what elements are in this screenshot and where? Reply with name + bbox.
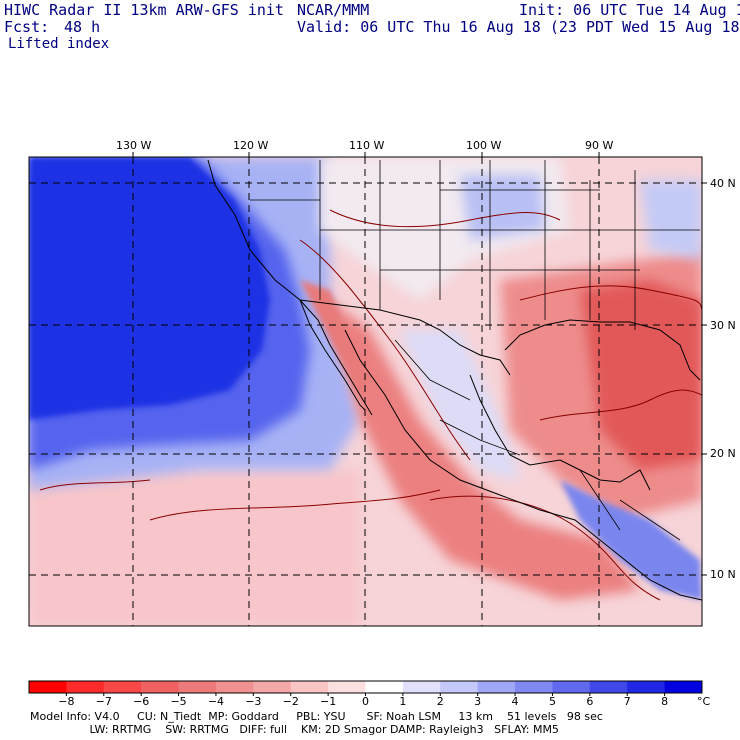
forecast-hours: 48 h <box>64 18 101 36</box>
contour-line <box>539 389 702 421</box>
lat-label-40n: 40 N <box>710 177 736 190</box>
colorbar-tick-label: 8 <box>661 695 669 708</box>
mexico-highlands-region <box>400 330 520 480</box>
colorbar-tick-label: −6 <box>133 695 150 708</box>
colorbar-cell <box>141 681 180 693</box>
colorbar-tick-label: −7 <box>95 695 112 708</box>
gulf-coastline <box>469 374 651 491</box>
east-stable-region <box>640 180 702 260</box>
colorbar-tick-label: −1 <box>320 695 337 708</box>
colorbar-cell <box>253 681 292 693</box>
lon-label-110w: 110 W <box>349 139 385 152</box>
contour-line <box>329 209 561 228</box>
colorbar-cell <box>103 681 142 693</box>
baja-coastline <box>299 299 366 411</box>
colorbar-cell <box>365 681 404 693</box>
central-america-stable-region <box>560 480 702 600</box>
colorbar-cell <box>627 681 666 693</box>
lon-label-90w: 90 W <box>585 139 614 152</box>
colorbar-tick-label: 5 <box>548 695 556 708</box>
colorbar-cell <box>66 681 105 693</box>
contour-line <box>299 239 471 461</box>
pacific-very-stable-region <box>29 157 270 420</box>
lon-label-130w: 130 W <box>116 139 152 152</box>
tropical-ocean-region <box>29 470 360 626</box>
colorbar-cell <box>552 681 591 693</box>
colorbar-cell <box>477 681 516 693</box>
colorbar-tick-label: 3 <box>474 695 482 708</box>
colorbar-cell <box>589 681 628 693</box>
colorbar-tick-label: −3 <box>245 695 262 708</box>
org-label: NCAR/MMM <box>297 1 370 19</box>
mexico-pacific-coast-region <box>330 300 640 600</box>
baja-unstable-strip <box>300 280 370 400</box>
colorbar-tick-label: −4 <box>207 695 225 708</box>
contour-line <box>149 489 441 521</box>
lat-label-30n: 30 N <box>710 319 736 332</box>
colorbar-cell <box>328 681 366 693</box>
mexico-pacific-coastline <box>344 329 702 601</box>
colorbar-cell <box>29 681 67 693</box>
colorbar-cell <box>515 681 553 693</box>
country-border <box>579 469 621 531</box>
colorbar-tick-label: 4 <box>511 695 519 708</box>
colorbar-tick-label: −2 <box>282 695 299 708</box>
lon-label-100w: 100 W <box>466 139 502 152</box>
colorbar-tick-label: 6 <box>586 695 594 708</box>
colorbar-tick-label: −5 <box>170 695 187 708</box>
colorbar-tick-label: 0 <box>362 695 369 708</box>
colorbar-cell <box>215 681 254 693</box>
colorbar-tick-label: 1 <box>399 695 407 708</box>
country-border <box>619 499 681 541</box>
us-mexico-border <box>299 299 511 376</box>
contour-line <box>39 479 151 491</box>
valid-time: Valid: 06 UTC Thu 16 Aug 18 (23 PDT Wed … <box>297 18 740 36</box>
lat-label-20n: 20 N <box>710 447 736 460</box>
plains-stable-patch <box>460 175 545 240</box>
model-info-line-2: LW: RRTMG SW: RRTMG DIFF: full KM: 2D Sm… <box>30 723 559 736</box>
model-info-line-1: Model Info: V4.0 CU: N_Tiedt MP: Goddard… <box>30 710 603 723</box>
lon-label-120w: 120 W <box>233 139 269 152</box>
field-name: Lifted index <box>8 36 110 52</box>
gulf-very-unstable-region <box>580 280 702 470</box>
init-time: Init: 06 UTC Tue 14 Aug 18 <box>519 1 740 19</box>
country-border <box>439 419 521 456</box>
country-border <box>394 339 471 401</box>
colorbar-tick-label: 2 <box>436 695 444 708</box>
colorbar-tick-label: −8 <box>58 695 75 708</box>
contour-line <box>519 285 702 311</box>
colorbar-cell <box>440 681 479 693</box>
colorbar-cell <box>178 681 217 693</box>
forecast-label: Fcst: <box>4 18 50 36</box>
colorbar-cell <box>664 681 703 693</box>
us-gulf-coastline <box>504 319 701 381</box>
model-title: HIWC Radar II 13km ARW-GFS init <box>4 1 284 19</box>
colorbar-cell <box>290 681 329 693</box>
colorbar-cell <box>402 681 441 693</box>
contour-line <box>429 495 661 601</box>
colorbar-unit: °C <box>697 695 711 708</box>
lat-label-10n: 10 N <box>710 568 736 581</box>
colorbar-tick-label: 7 <box>623 695 631 708</box>
